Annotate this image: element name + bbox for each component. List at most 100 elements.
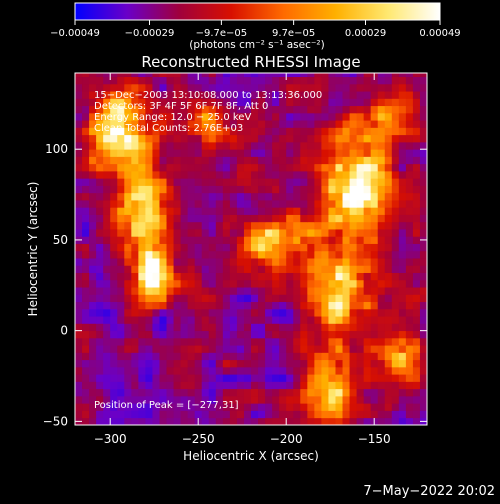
heatmap-cell xyxy=(342,250,350,259)
heatmap-cell xyxy=(342,417,350,425)
heatmap-cell xyxy=(138,178,146,186)
heatmap-cell xyxy=(342,76,350,85)
heatmap-cell xyxy=(321,73,329,78)
heatmap-cell xyxy=(236,141,245,150)
heatmap-cell xyxy=(82,243,90,252)
heatmap-cell xyxy=(356,308,365,317)
heatmap-cell xyxy=(117,214,125,223)
heatmap-cell xyxy=(152,330,160,339)
heatmap-cell xyxy=(412,279,421,288)
heatmap-cell xyxy=(166,141,174,150)
heatmap-cell xyxy=(222,214,231,223)
heatmap-cell xyxy=(349,73,357,78)
heatmap-cell xyxy=(419,359,427,368)
heatmap-cell xyxy=(412,417,421,425)
heatmap-cell xyxy=(307,366,315,375)
heatmap-cell xyxy=(349,163,357,172)
heatmap-cell xyxy=(265,323,273,332)
heatmap-cell xyxy=(265,410,273,419)
heatmap-cell xyxy=(75,301,83,310)
heatmap-cell xyxy=(321,163,329,172)
heatmap-cell xyxy=(173,200,181,208)
heatmap-cell xyxy=(286,91,294,99)
heatmap-cell xyxy=(152,352,160,361)
heatmap-cell xyxy=(82,229,90,237)
heatmap-cell xyxy=(124,170,132,179)
heatmap-cell xyxy=(279,243,287,252)
heatmap-cell xyxy=(145,134,153,143)
heatmap-cell xyxy=(243,337,252,346)
heatmap-cell xyxy=(307,381,315,390)
heatmap-cell xyxy=(236,178,245,186)
heatmap-cell xyxy=(307,294,315,303)
heatmap-cell xyxy=(279,83,287,92)
heatmap-cell xyxy=(201,258,210,266)
heatmap-cell xyxy=(110,323,118,332)
heatmap-cell xyxy=(251,83,259,92)
heatmap-cell xyxy=(194,236,203,244)
heatmap-cell xyxy=(377,352,386,361)
heatmap-cell xyxy=(370,91,379,99)
heatmap-cell xyxy=(82,272,90,281)
heatmap-cell xyxy=(131,134,139,143)
heatmap-cell xyxy=(321,141,329,150)
heatmap-cell xyxy=(258,410,266,419)
heatmap-cell xyxy=(215,163,224,172)
heatmap-cell xyxy=(96,403,104,411)
heatmap-cell xyxy=(103,417,111,425)
heatmap-cell xyxy=(293,73,301,78)
heatmap-cell xyxy=(201,316,210,324)
heatmap-cell xyxy=(110,352,118,361)
heatmap-cell xyxy=(110,337,118,346)
heatmap-cell xyxy=(356,316,365,324)
heatmap-cell xyxy=(412,395,421,404)
heatmap-cell xyxy=(131,214,139,223)
heatmap-cell xyxy=(208,214,217,223)
heatmap-cell xyxy=(222,258,231,266)
heatmap-cell xyxy=(187,134,196,143)
heatmap-cell xyxy=(138,359,146,368)
heatmap-cell xyxy=(187,200,196,208)
heatmap-cell xyxy=(131,337,139,346)
heatmap-cell xyxy=(89,134,97,143)
heatmap-cell xyxy=(201,301,210,310)
heatmap-cell xyxy=(194,337,203,346)
heatmap-cell xyxy=(286,214,294,223)
heatmap-cell xyxy=(335,156,343,165)
timestamp: 7−May−2022 20:02 xyxy=(363,484,495,499)
heatmap-cell xyxy=(279,105,287,114)
heatmap-cell xyxy=(187,366,196,375)
heatmap-cell xyxy=(265,330,273,339)
heatmap-cell xyxy=(145,229,153,237)
heatmap-cell xyxy=(243,265,252,273)
heatmap-cell xyxy=(335,359,343,368)
heatmap-cell xyxy=(342,192,350,201)
heatmap-cell xyxy=(412,105,421,114)
heatmap-cell xyxy=(82,105,90,114)
heatmap-cell xyxy=(300,149,308,157)
heatmap-cell xyxy=(243,345,252,353)
heatmap-cell xyxy=(159,381,167,390)
heatmap-cell xyxy=(208,112,217,121)
heatmap-cell xyxy=(222,221,231,230)
heatmap-cell xyxy=(419,272,427,281)
heatmap-cell xyxy=(110,178,118,186)
heatmap-cell xyxy=(110,229,118,237)
heatmap-cell xyxy=(363,236,372,244)
heatmap-cell xyxy=(377,207,386,215)
heatmap-cell xyxy=(258,207,266,215)
heatmap-cell xyxy=(208,149,217,157)
heatmap-cell xyxy=(173,388,181,397)
heatmap-cell xyxy=(307,323,315,332)
heatmap-cell xyxy=(363,374,372,382)
heatmap-cell xyxy=(293,178,301,186)
heatmap-cell xyxy=(377,388,386,397)
heatmap-cell xyxy=(103,229,111,237)
heatmap-cell xyxy=(293,149,301,157)
heatmap-cell xyxy=(82,200,90,208)
heatmap-cell xyxy=(251,243,259,252)
heatmap-cell xyxy=(321,178,329,186)
heatmap-cell xyxy=(229,221,238,230)
heatmap-cell xyxy=(349,214,357,223)
heatmap-cell xyxy=(159,141,167,150)
